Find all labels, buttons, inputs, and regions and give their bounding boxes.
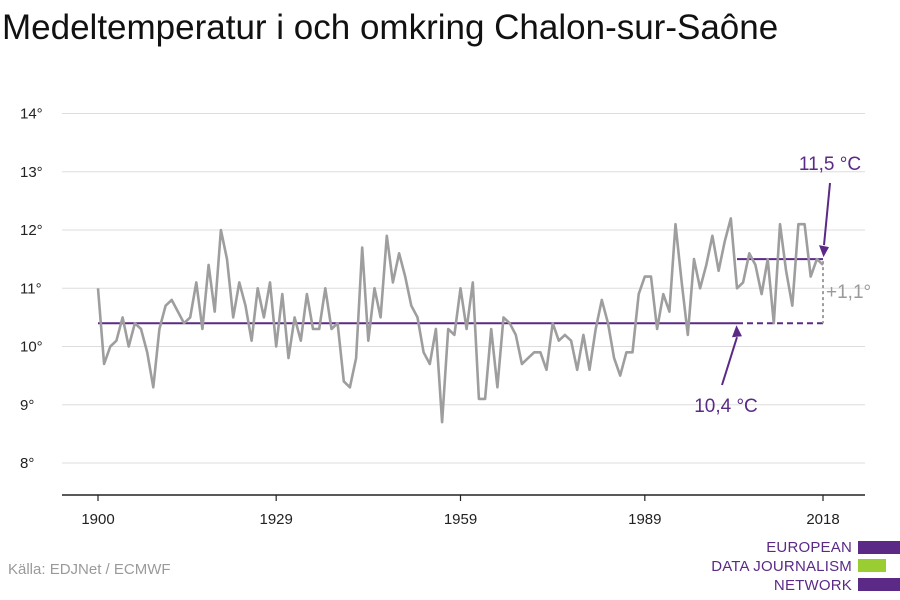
y-tick-label-12: 12°: [20, 222, 43, 239]
arrow-high-line: [823, 182, 831, 246]
series-lines: [96, 217, 824, 424]
x-tick-label-1989: 1989: [628, 511, 661, 528]
x-tick-label-1959: 1959: [444, 511, 477, 528]
y-tick-label-9: 9°: [20, 397, 34, 414]
logo-line-2: DATA JOURNALISM: [711, 558, 852, 575]
annotation-high-label: 11,5 °C: [799, 154, 861, 175]
y-tick-label-11: 11°: [20, 280, 42, 297]
logo-line-3: NETWORK: [773, 577, 852, 594]
arrow-low-head: [731, 325, 742, 338]
x-tick-label-1929: 1929: [259, 511, 292, 528]
logo-line-1: EUROPEAN: [766, 539, 852, 556]
y-tick-label-14: 14°: [20, 106, 43, 123]
logo-bar-2: [858, 559, 886, 572]
annotation-difference-label: +1,1°: [826, 282, 871, 303]
y-tick-label-10: 10°: [20, 339, 43, 356]
annotation-low-label: 10,4 °C: [694, 396, 758, 417]
arrow-low-line: [721, 336, 738, 386]
arrow-high-head: [819, 245, 829, 258]
annotations: 11,5 °C 10,4 °C +1,1°: [694, 154, 871, 417]
chart-title: Medeltemperatur i och omkring Chalon-sur…: [2, 8, 779, 47]
logo-bar-1: [858, 541, 900, 554]
y-tick-label-8: 8°: [20, 455, 34, 472]
x-axis: 1900 1929 1959 1989 2018: [62, 494, 865, 528]
x-tick-label-1900: 1900: [81, 511, 114, 528]
edjnet-logo: EUROPEAN DATA JOURNALISM NETWORK: [700, 538, 900, 598]
y-axis-tick-labels: 8° 9° 10° 11° 12° 13° 14°: [20, 106, 43, 473]
logo-bar-3: [858, 578, 900, 591]
y-tick-label-13: 13°: [20, 164, 43, 181]
x-tick-label-2018: 2018: [806, 511, 839, 528]
temperature-series-line-1: [96, 217, 824, 424]
source-note: Källa: EDJNet / ECMWF: [8, 561, 171, 578]
